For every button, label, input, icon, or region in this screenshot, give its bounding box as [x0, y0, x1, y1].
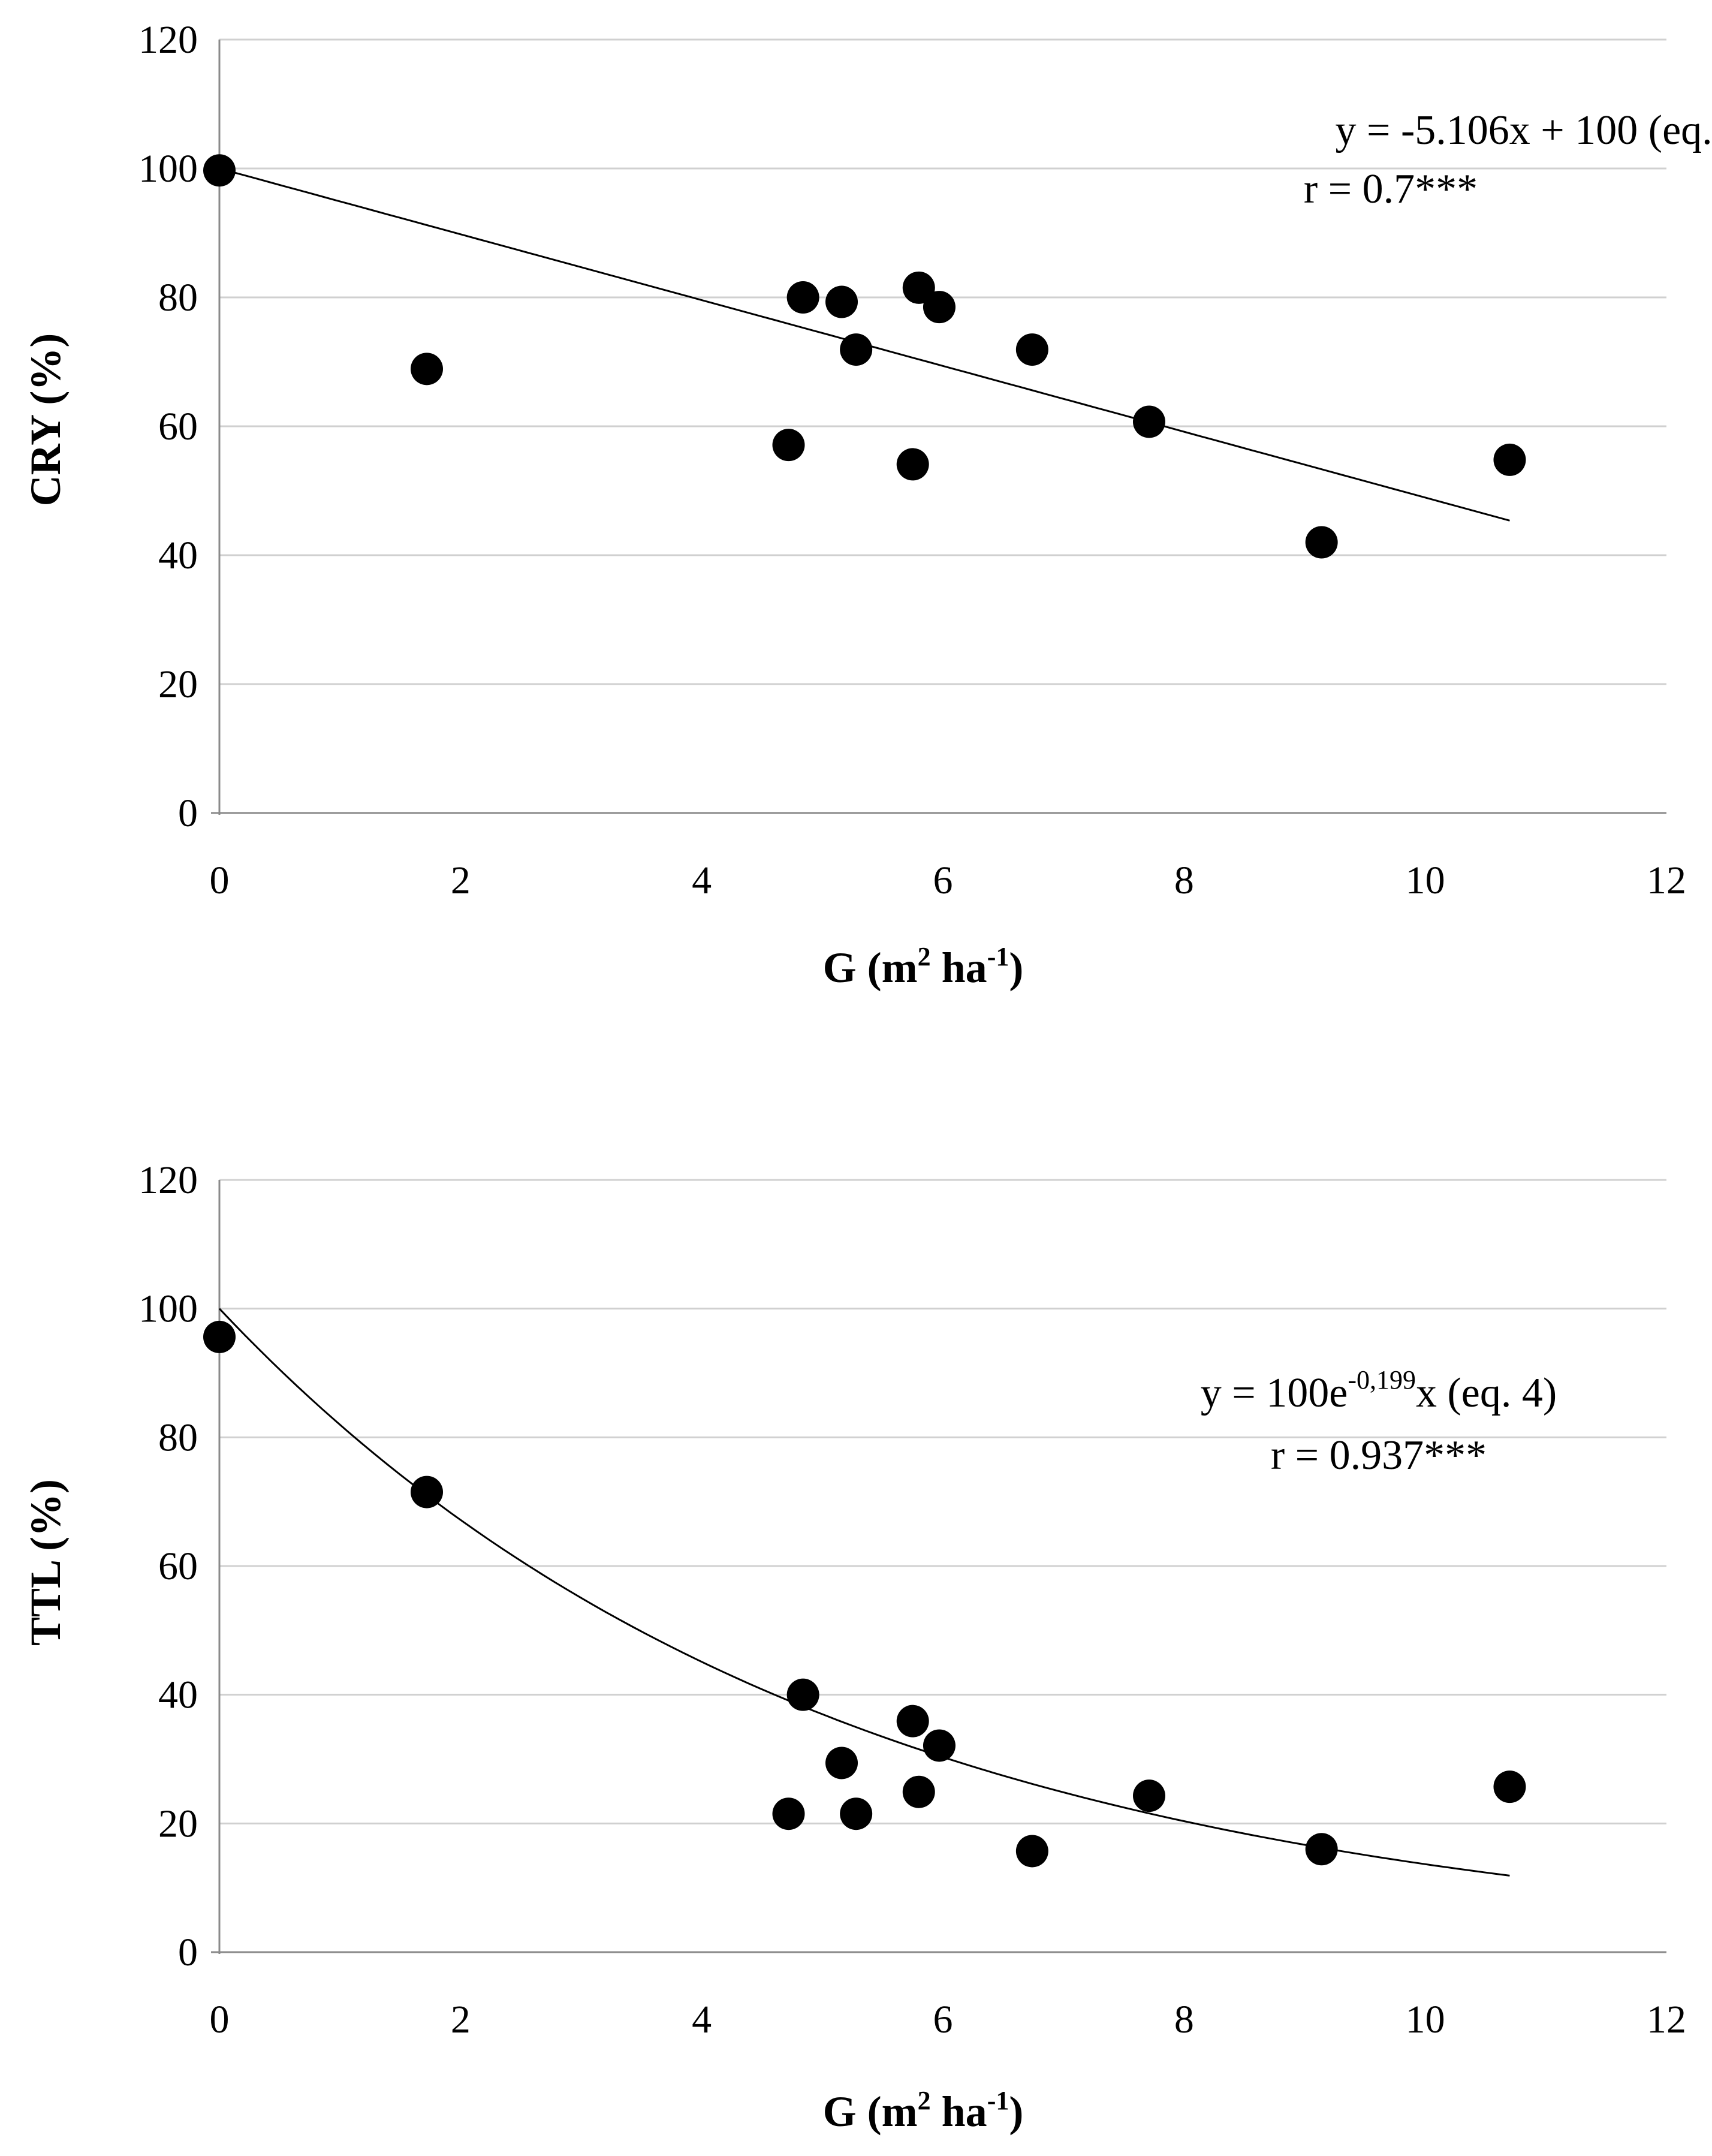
equation-post: x (eq. 4) — [1416, 1370, 1557, 1416]
y-tick-label: 120 — [138, 1158, 198, 1202]
x-tick-label: 2 — [451, 859, 471, 902]
equation-pre: y = 100e — [1201, 1370, 1348, 1416]
x-tick-label: 2 — [451, 1998, 471, 2041]
x-tick-label: 4 — [692, 859, 712, 902]
x-tick-label: 6 — [933, 1998, 953, 2041]
x-axis-title-pre: G (m — [823, 2088, 918, 2136]
y-tick-label: 40 — [158, 1673, 198, 1717]
y-tick-label: 0 — [178, 1931, 198, 1974]
y-tick-label: 20 — [158, 1802, 198, 1845]
x-axis-title-post: ) — [1009, 944, 1023, 992]
x-axis-title-sup1: 2 — [918, 2086, 931, 2115]
x-axis-title-sup2: -1 — [987, 2086, 1009, 2115]
y-tick-label: 120 — [138, 18, 198, 62]
data-point — [1132, 1779, 1165, 1812]
y-tick-label: 0 — [178, 791, 198, 835]
equation-line-2: r = 0.937*** — [1271, 1432, 1487, 1479]
data-point — [1493, 1770, 1526, 1803]
x-axis-title-sup1: 2 — [918, 942, 931, 971]
x-axis-title-pre: G (m — [823, 944, 918, 992]
y-tick-label: 60 — [158, 405, 198, 448]
x-tick-label: 0 — [210, 1998, 230, 2041]
x-tick-label: 4 — [692, 1998, 712, 2041]
data-point — [203, 1320, 236, 1353]
equation-line-1: y = -5.106x + 100 (eq. 3) — [1336, 107, 1712, 153]
data-point — [923, 1729, 956, 1762]
data-point — [411, 1476, 444, 1508]
chart-ttl: 0 20 40 60 80 100 120 0 2 4 6 8 10 12 TTL (%) G (m2 … — [22, 1158, 1686, 2136]
y-tick-label: 100 — [138, 147, 198, 191]
x-tick-label: 12 — [1647, 859, 1686, 902]
x-tick-labels: 0 2 4 6 8 10 12 — [210, 1998, 1687, 2041]
x-axis-title-post: ) — [1009, 2088, 1023, 2136]
x-tick-label: 12 — [1647, 1998, 1686, 2041]
data-point — [1015, 1835, 1048, 1868]
data-point — [772, 429, 805, 462]
equation-exponent: -0,199 — [1348, 1365, 1416, 1395]
data-point — [1015, 333, 1048, 366]
y-tick-label: 20 — [158, 663, 198, 706]
y-tick-label: 80 — [158, 1416, 198, 1459]
gridlines — [219, 38, 1666, 685]
gridlines — [219, 1179, 1666, 1824]
data-point — [896, 1705, 929, 1738]
data-point — [786, 281, 819, 314]
equation-line-2: r = 0.7*** — [1304, 166, 1478, 212]
y-tick-label: 100 — [138, 1287, 198, 1331]
x-axis-title: G (m2 ha-1) — [823, 2086, 1024, 2136]
data-point — [1305, 1833, 1338, 1866]
data-point — [1493, 443, 1526, 476]
data-point — [411, 353, 444, 386]
equation-line-1: y = 100e-0,199x (eq. 4) — [1201, 1365, 1557, 1416]
y-tick-label: 80 — [158, 276, 198, 320]
x-axis-title-mid: ha — [931, 2088, 987, 2136]
y-tick-label: 60 — [158, 1544, 198, 1588]
data-point — [902, 271, 935, 304]
x-tick-label: 6 — [933, 859, 953, 902]
y-tick-labels: 0 20 40 60 80 100 120 — [138, 1158, 198, 1974]
data-point — [840, 1797, 873, 1830]
data-points — [203, 1320, 1526, 1868]
data-point — [902, 1775, 935, 1808]
data-points — [203, 154, 1526, 559]
data-point — [786, 1678, 819, 1711]
data-point — [896, 448, 929, 481]
data-point — [923, 291, 956, 324]
data-point — [1305, 526, 1338, 559]
y-axis-title: CRY (%) — [22, 333, 70, 507]
data-point — [772, 1797, 805, 1830]
x-tick-labels: 0 2 4 6 8 10 12 — [210, 859, 1687, 902]
x-tick-label: 8 — [1174, 1998, 1194, 2041]
x-axis-title: G (m2 ha-1) — [823, 942, 1024, 992]
x-tick-label: 10 — [1406, 859, 1445, 902]
data-point — [825, 1747, 858, 1779]
x-tick-label: 10 — [1406, 1998, 1445, 2041]
x-tick-label: 0 — [210, 859, 230, 902]
x-axis-title-mid: ha — [931, 944, 987, 992]
chart-cry: 0 20 40 60 80 100 120 0 2 4 6 8 10 12 CRY (%) G (m2 … — [22, 18, 1712, 992]
x-axis-title-sup2: -1 — [987, 942, 1009, 971]
data-point — [840, 333, 873, 366]
x-tick-label: 8 — [1174, 859, 1194, 902]
data-point — [1132, 405, 1165, 438]
y-tick-label: 40 — [158, 534, 198, 577]
y-tick-labels: 0 20 40 60 80 100 120 — [138, 18, 198, 835]
data-point — [203, 154, 236, 187]
data-point — [825, 285, 858, 318]
y-axis-title: TTL (%) — [22, 1479, 70, 1646]
